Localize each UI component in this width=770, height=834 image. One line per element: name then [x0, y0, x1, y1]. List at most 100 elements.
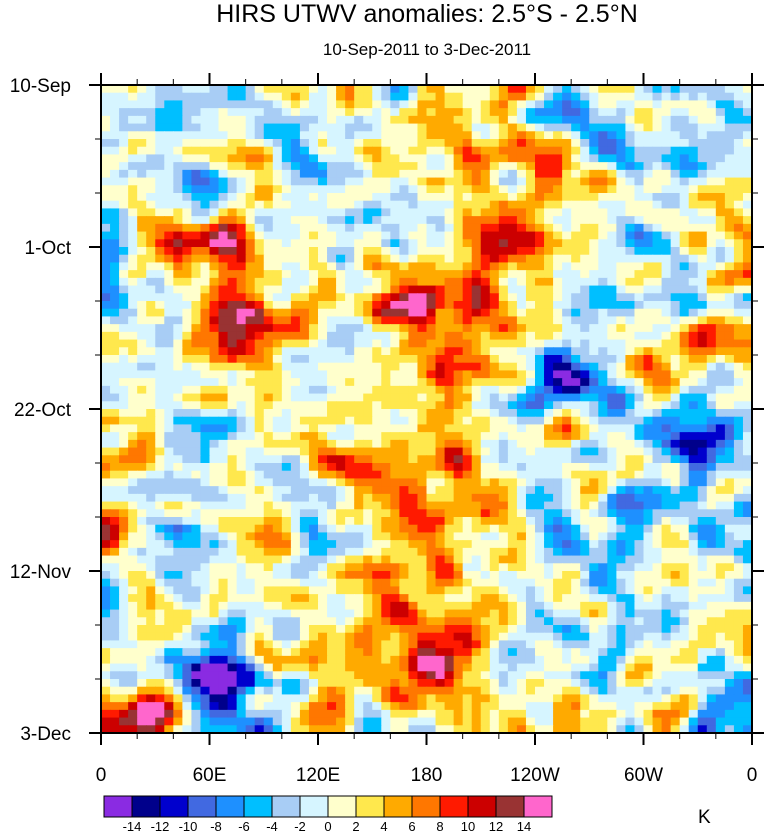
heat-cell	[209, 547, 220, 557]
heat-cell	[209, 216, 220, 225]
heat-cell	[544, 100, 554, 109]
heat-cell	[462, 285, 473, 294]
heat-cell	[299, 193, 310, 202]
heat-cell	[381, 355, 391, 364]
heat-cell	[408, 239, 419, 248]
heat-cell	[715, 578, 726, 588]
heat-cell	[290, 609, 301, 618]
heat-cell	[507, 540, 518, 549]
heat-cell	[363, 609, 373, 618]
heat-cell	[742, 609, 752, 618]
heat-cell	[462, 92, 473, 102]
heat-cell	[182, 216, 193, 225]
heat-cell	[281, 270, 292, 279]
heat-cell	[390, 115, 400, 125]
heat-cell	[670, 223, 681, 233]
heat-cell	[589, 139, 599, 148]
heat-cell	[164, 347, 174, 356]
heat-cell	[616, 493, 627, 503]
heat-cell	[128, 439, 138, 449]
heat-cell	[480, 586, 491, 595]
heat-cell	[480, 509, 491, 518]
heat-cell	[254, 486, 265, 495]
heat-cell	[227, 385, 238, 395]
heat-cell	[498, 470, 509, 480]
heat-cell	[191, 609, 202, 618]
heat-cell	[462, 493, 473, 503]
heat-cell	[263, 517, 274, 526]
heat-cell	[679, 231, 690, 240]
heat-cell	[471, 455, 482, 464]
heat-cell	[218, 216, 229, 225]
heat-cell	[652, 563, 663, 572]
heat-cell	[191, 331, 202, 341]
heat-cell	[381, 563, 391, 572]
chart-subtitle: 10-Sep-2011 to 3-Dec-2011	[322, 40, 532, 59]
heat-cell	[535, 424, 545, 433]
heat-cell	[625, 108, 636, 117]
heat-cell	[589, 123, 599, 132]
heat-cell	[535, 509, 545, 518]
heat-cell	[345, 470, 355, 480]
heat-cell	[336, 501, 346, 510]
heat-cell	[236, 316, 247, 325]
heat-cell	[697, 385, 708, 395]
heat-cell	[137, 177, 147, 186]
heat-cell	[634, 540, 645, 549]
heat-cell	[625, 293, 636, 302]
heat-cell	[281, 208, 292, 217]
heat-cell	[507, 339, 518, 348]
heat-cell	[408, 324, 419, 333]
heat-cell	[363, 401, 373, 410]
heat-cell	[489, 270, 500, 279]
heat-cell	[453, 285, 464, 294]
heat-cell	[281, 223, 292, 233]
heat-cell	[733, 601, 744, 611]
heat-cell	[471, 177, 482, 186]
heat-cell	[272, 571, 283, 580]
heat-cell	[308, 92, 319, 102]
heat-cell	[236, 578, 247, 588]
heat-cell	[155, 385, 165, 395]
heat-cell	[480, 424, 491, 433]
heat-cell	[444, 177, 455, 186]
heat-cell	[435, 308, 446, 318]
heat-cell	[227, 486, 238, 495]
heat-cell	[489, 401, 500, 410]
heat-cell	[200, 540, 211, 549]
heat-cell	[435, 270, 446, 279]
heat-cell	[715, 393, 726, 402]
heat-cell	[290, 277, 301, 287]
heat-cell	[652, 123, 663, 132]
heat-cell	[634, 432, 645, 441]
heat-cell	[444, 432, 455, 441]
heat-cell	[724, 254, 735, 264]
heat-cell	[498, 200, 509, 210]
heat-cell	[616, 347, 627, 356]
heat-cell	[363, 424, 373, 433]
heat-cell	[670, 115, 681, 125]
heat-cell	[191, 92, 202, 102]
heat-cell	[146, 362, 156, 372]
heat-cell	[571, 609, 581, 618]
heat-cell	[110, 401, 120, 410]
heat-cell	[670, 185, 681, 194]
heat-cell	[706, 177, 717, 186]
heat-cell	[598, 370, 608, 379]
heat-cell	[562, 478, 572, 487]
heat-cell	[616, 463, 627, 472]
heat-cell	[489, 571, 500, 580]
heat-cell	[336, 100, 346, 109]
heat-cell	[562, 316, 572, 325]
heat-cell	[345, 362, 355, 372]
heat-cell	[670, 92, 681, 102]
heat-cell	[679, 586, 690, 595]
heat-cell	[182, 92, 193, 102]
heat-cell	[146, 85, 156, 94]
heat-cell	[191, 532, 202, 541]
heat-cell	[236, 146, 247, 156]
heat-cell	[535, 262, 545, 271]
heat-cell	[652, 131, 663, 140]
heat-cell	[697, 563, 708, 572]
heat-cell	[281, 146, 292, 156]
